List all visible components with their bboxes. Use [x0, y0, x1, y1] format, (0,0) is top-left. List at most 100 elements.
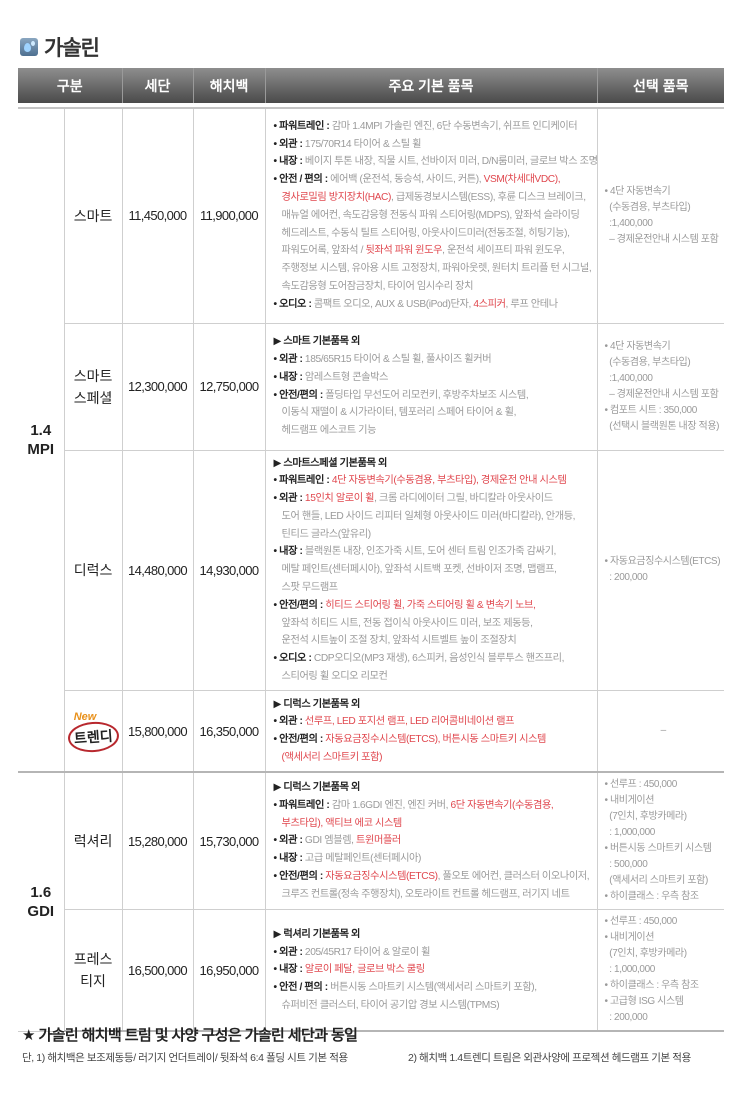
option-line: • 4단 자동변속기 [604, 340, 671, 352]
hatchback-price: 16,950,000 [192, 909, 266, 1033]
highlighted-spec-text: 6단 자동변속기(수동겸용, 부츠타입), 액티브 에코 시스템 [281, 799, 554, 829]
spec-item: • 외관 : 15인치 알로이 휠, 크롬 라디에이터 그릴, 바디칼라 아웃사… [274, 490, 593, 543]
spec-label: • 안전/편의 : [273, 599, 326, 611]
spec-label: • 안전/편의 : [273, 871, 326, 883]
option-line: : 1,000,000 [604, 827, 655, 839]
spec-item: • 안전/편의 : 자동요금징수시스템(ETCS), 풀오토 에어컨, 클러스터… [274, 868, 593, 904]
spec-label: • 외관 : [273, 353, 305, 365]
spec-item: • 안전/편의 : 히티드 스티어링 휠, 가죽 스티어링 휠 & 변속기 노브… [274, 597, 593, 650]
column-header-category: 구분 [18, 68, 123, 103]
spec-text: GDI 엠블렘, [304, 835, 357, 847]
spec-text: , 풀오토 에어컨, 클러스터 이오나이저, 크루즈 컨트롤(정속 주행장치),… [281, 871, 590, 900]
spec-item: • 파워트레인 : 4단 자동변속기(수동겸용, 부츠타입), 경제운전 안내 … [274, 472, 593, 490]
highlighted-spec-text: 알로이 페달, 글로브 박스 쿨링 [304, 964, 425, 976]
spec-text: CDP오디오(MP3 재생), 6스피커, 음성인식 블루투스 핸즈프리, 스티… [281, 653, 565, 683]
spec-item: • 내장 : 암레스트형 콘솔박스 [274, 369, 593, 387]
spec-label: • 외관 : [273, 716, 305, 728]
spec-label: • 파워트레인 : [273, 475, 332, 487]
highlighted-spec-text: 자동요금징수시스템(ETCS), 버튼시동 스마트키 시스템 (액세서리 스마트… [281, 734, 547, 763]
spec-item: • 오디오 : 콤팩트 오디오, AUX & USB(iPod)단자, 4스피커… [274, 296, 593, 314]
options-cell: • 선루프 : 450,000 • 내비게이션 (7인치, 후방카메라) : 1,… [596, 909, 725, 1033]
spec-label: • 외관 : [273, 946, 305, 958]
spec-text: 185/65R15 타이어 & 스틸 휠, 풀사이즈 휠커버 [304, 353, 492, 365]
sedan-price: 16,500,000 [121, 909, 194, 1033]
spec-label: • 내장 : [273, 964, 305, 976]
column-header-sedan: 세단 [121, 68, 194, 103]
spec-text: 콤팩트 오디오, AUX & USB(iPod)단자, [313, 298, 474, 310]
hatchback-price: 15,730,000 [192, 771, 266, 911]
trim-name-cell: 럭셔리 [63, 771, 123, 911]
footer-headline: ★ 가솔린 해치백 트림 및 사양 구성은 가솔린 세단과 동일 [22, 1027, 358, 1044]
option-line: • 선루프 : 450,000 [604, 916, 678, 928]
base-trim-reference: ▶ 럭셔리 기본품목 외 [273, 928, 361, 940]
highlighted-spec-text: 자동요금징수시스템(ETCS) [325, 871, 438, 883]
spec-text: 감마 1.4MPI 가솔린 엔진, 6단 수동변속기, 쉬프트 인디케이터 [331, 120, 578, 132]
spec-text: 고급 메탈페인트(센터페시아) [304, 853, 422, 865]
spec-item: • 외관 : 185/65R15 타이어 & 스틸 휠, 풀사이즈 휠커버 [274, 351, 593, 369]
table-row: 디럭스 14,480,000 14,930,000 ▶ 스마트스페셜 기본품목 외 • … [18, 449, 725, 691]
standard-items-cell: ▶ 럭셔리 기본품목 외 • 외관 : 205/45R17 타이어 & 알로이 휠… [264, 909, 598, 1033]
options-cell: – [596, 689, 725, 774]
option-line: (수동겸용, 부츠타입) [604, 356, 691, 368]
engine-cell: 1.6 GDI [18, 771, 65, 1032]
new-badge: New [73, 711, 97, 724]
trim-name-cell: 스마트 [63, 107, 123, 324]
spec-label: • 안전/편의 : [273, 734, 326, 746]
spec-label: • 외관 : [273, 493, 305, 505]
highlighted-spec-text: VSM(차세대VDC), 경사로밀림 방지장치(HAC) [281, 174, 561, 204]
option-line: • 하이클래스 : 우측 참조 [604, 891, 700, 903]
standard-items-cell: ▶ 디럭스 기본품목 외 • 파워트레인 : 감마 1.6GDI 엔진, 엔진 커… [264, 771, 598, 911]
table-header: 구분 세단 해치백 주요 기본 품목 선택 품목 [18, 68, 725, 103]
option-line: (선택시 블랙원톤 내장 적용) [604, 420, 720, 432]
highlighted-spec-text: 15인치 알로이 휠 [304, 493, 375, 505]
option-line: : 200,000 [604, 572, 648, 584]
hatchback-price: 14,930,000 [192, 449, 266, 691]
trim-name-cell: 프레스 티지 [63, 909, 123, 1033]
spec-text: 앞좌석 히티드 시트, 전동 접이식 아웃사이드 미러, 보조 제동등, 운전석… [281, 617, 533, 647]
spec-text: 175/70R14 타이어 & 스틸 휠 [304, 138, 422, 150]
options-cell: • 4단 자동변속기 (수동겸용, 부츠타입) :1,400,000 – 경제운… [596, 322, 725, 451]
sedan-price: 15,800,000 [121, 689, 194, 774]
spec-item: • 외관 : 205/45R17 타이어 & 알로이 휠 [274, 944, 593, 962]
highlighted-spec-text: 뒷좌석 파워 윈도우 [365, 245, 443, 257]
spec-item: • 내장 : 알로이 페달, 글로브 박스 쿨링 [274, 961, 593, 979]
header-divider [18, 103, 725, 109]
water-drop-icon [20, 38, 38, 56]
spec-text: , 루프 안테나 [505, 298, 559, 310]
option-line: – 경제운전안내 시스템 포함 [604, 388, 719, 400]
base-trim-reference: ▶ 디럭스 기본품목 외 [273, 698, 361, 710]
option-line: : 1,000,000 [604, 964, 655, 976]
options-cell: • 자동요금징수시스템(ETCS) : 200,000 [596, 449, 725, 691]
option-line: • 4단 자동변속기 [604, 185, 671, 197]
spec-item: • 안전/편의 : 자동요금징수시스템(ETCS), 버튼시동 스마트키 시스템… [274, 731, 593, 767]
option-line: • 자동요금징수시스템(ETCS) [604, 556, 721, 568]
spec-item: • 파워트레인 : 감마 1.4MPI 가솔린 엔진, 6단 수동변속기, 쉬프… [274, 118, 593, 136]
option-line: (7인치, 후방카메라) [604, 811, 687, 823]
spec-label: • 내장 : [273, 853, 305, 865]
sedan-price: 11,450,000 [121, 107, 194, 324]
spec-item: • 내장 : 베이지 투톤 내장, 직물 시트, 선바이저 미러, D/N룸미러… [273, 153, 598, 171]
column-header-hatchback: 해치백 [192, 68, 266, 103]
engine-cell: 1.4 MPI [18, 107, 65, 774]
section-title: 가솔린 [20, 32, 100, 62]
trendy-badge: New 트렌디 [66, 710, 120, 754]
hatchback-price: 16,350,000 [192, 689, 266, 774]
table-row: 프레스 티지 16,500,000 16,950,000 ▶ 럭셔리 기본품목 외 • … [18, 909, 725, 1033]
option-line: – 경제운전안내 시스템 포함 [604, 233, 719, 245]
option-line: : 200,000 [604, 1012, 648, 1024]
column-header-options: 선택 품목 [596, 68, 725, 103]
sedan-price: 15,280,000 [121, 771, 194, 911]
column-header-standard-items: 주요 기본 품목 [264, 68, 598, 103]
section-title-text: 가솔린 [44, 37, 100, 60]
spec-item: • 오디오 : CDP오디오(MP3 재생), 6스피커, 음성인식 블루투스 … [274, 650, 593, 686]
spec-label: • 안전 / 편의 : [273, 174, 331, 186]
trim-name-cell: New 트렌디 [63, 689, 123, 774]
spec-label: • 내장 : [273, 156, 305, 168]
table-row: 1.6 GDI 럭셔리 15,280,000 15,730,000 ▶ 디럭스 기본품목… [18, 771, 725, 1032]
option-line: • 버튼시동 스마트키 시스템 [604, 843, 712, 855]
spec-text: 폴딩타입 무선도어 리모컨키, 후방주차보조 시스템, 이동식 재떨이 & 시가… [281, 389, 529, 437]
option-line: • 내비게이션 [604, 795, 655, 807]
spec-text: 버튼시동 스마트키 시스템(액세서리 스마트키 포함), 슈퍼비전 클러스터, … [281, 982, 538, 1012]
spec-text: , 크롬 라디에이터 그릴, 바디칼라 아웃사이드 도어 핸들, LED 사이드… [281, 493, 576, 540]
spec-item: • 안전/편의 : 폴딩타입 무선도어 리모컨키, 후방주차보조 시스템, 이동… [274, 387, 593, 440]
